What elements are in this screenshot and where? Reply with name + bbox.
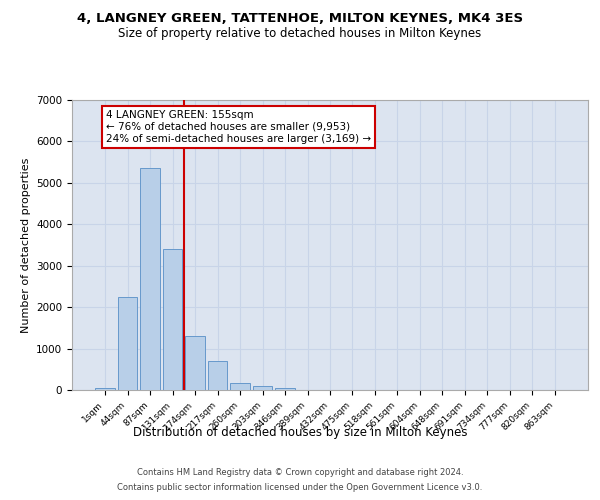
Text: Contains HM Land Registry data © Crown copyright and database right 2024.: Contains HM Land Registry data © Crown c… — [137, 468, 463, 477]
Text: Distribution of detached houses by size in Milton Keynes: Distribution of detached houses by size … — [133, 426, 467, 439]
Bar — [163, 249, 182, 390]
Bar — [275, 388, 295, 390]
Bar — [95, 388, 115, 390]
Bar — [185, 336, 205, 390]
Text: 4 LANGNEY GREEN: 155sqm
← 76% of detached houses are smaller (9,953)
24% of semi: 4 LANGNEY GREEN: 155sqm ← 76% of detache… — [106, 110, 371, 144]
Bar — [230, 383, 250, 390]
Bar — [208, 361, 227, 390]
Text: Contains public sector information licensed under the Open Government Licence v3: Contains public sector information licen… — [118, 483, 482, 492]
Y-axis label: Number of detached properties: Number of detached properties — [20, 158, 31, 332]
Bar — [140, 168, 160, 390]
Text: Size of property relative to detached houses in Milton Keynes: Size of property relative to detached ho… — [118, 28, 482, 40]
Bar — [118, 297, 137, 390]
Bar — [253, 386, 272, 390]
Text: 4, LANGNEY GREEN, TATTENHOE, MILTON KEYNES, MK4 3ES: 4, LANGNEY GREEN, TATTENHOE, MILTON KEYN… — [77, 12, 523, 26]
